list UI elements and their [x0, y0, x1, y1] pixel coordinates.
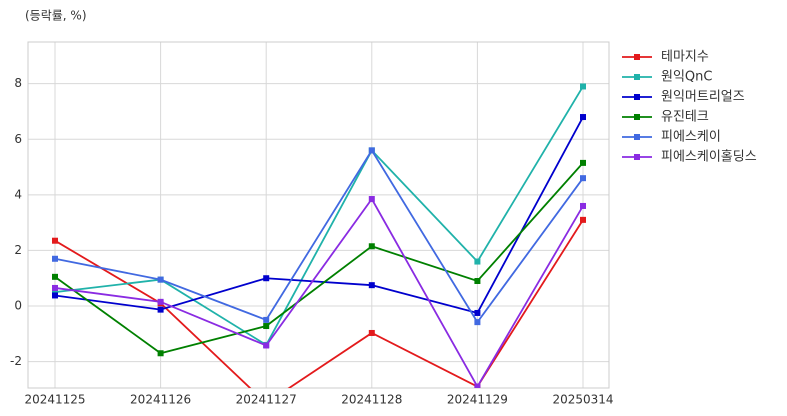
data-point — [157, 276, 164, 283]
y-tick-label: -2 — [10, 354, 22, 368]
y-tick-label: 4 — [14, 187, 22, 201]
legend-label: 원익QnC — [661, 70, 712, 85]
legend-label: 피에스케이홀딩스 — [661, 150, 757, 165]
x-tick-label: 20250314 — [552, 393, 613, 407]
data-point — [157, 306, 164, 313]
data-point — [474, 383, 481, 388]
y-tick-label: 8 — [14, 76, 22, 90]
data-point — [580, 159, 586, 166]
y-tick-label: 0 — [14, 299, 22, 313]
data-point — [263, 342, 270, 349]
data-point — [474, 258, 481, 265]
data-point — [263, 316, 270, 323]
series-line — [54, 162, 584, 355]
series-line — [54, 148, 584, 324]
legend-marker — [634, 94, 640, 100]
data-point — [52, 237, 58, 244]
x-tick-label: 20241127 — [236, 393, 297, 407]
data-point — [52, 273, 58, 280]
x-tick-label: 20241125 — [24, 393, 85, 407]
legend-label: 유진테크 — [661, 110, 709, 125]
series-line — [54, 219, 584, 388]
x-tick-label: 20241129 — [447, 393, 508, 407]
legend-label: 테마지수 — [661, 50, 709, 65]
y-axis-label: (등락률, %) — [25, 9, 87, 23]
data-point — [52, 292, 58, 299]
data-point — [368, 147, 375, 154]
data-point — [580, 175, 586, 182]
legend-marker — [634, 114, 640, 120]
legend-marker — [634, 134, 640, 140]
data-point — [580, 202, 586, 209]
data-point — [52, 255, 58, 262]
y-tick-label: 6 — [14, 132, 22, 146]
data-point — [580, 216, 586, 223]
legend-marker — [634, 154, 640, 160]
series-line — [54, 197, 584, 388]
data-point — [474, 319, 481, 326]
legend-label: 피에스케이 — [661, 130, 721, 145]
data-point — [157, 298, 164, 305]
legend-marker — [634, 74, 640, 80]
x-tick-label: 20241126 — [130, 393, 191, 407]
data-point — [580, 114, 586, 121]
series-line — [54, 86, 584, 347]
y-tick-label: 2 — [14, 243, 22, 257]
data-point — [368, 282, 375, 289]
data-point — [368, 243, 375, 250]
legend-label: 원익머트리얼즈 — [661, 90, 745, 105]
data-point — [52, 289, 58, 296]
data-point — [52, 284, 58, 291]
data-point — [368, 329, 375, 336]
data-point — [580, 83, 586, 90]
data-point — [157, 350, 164, 357]
data-point — [368, 196, 375, 203]
data-point — [474, 278, 481, 285]
series-line — [54, 116, 584, 315]
legend-marker — [634, 54, 640, 60]
data-point — [263, 323, 270, 330]
data-point — [474, 309, 481, 316]
x-tick-label: 20241128 — [341, 393, 402, 407]
data-point — [263, 275, 270, 282]
plot-frame — [27, 41, 610, 389]
